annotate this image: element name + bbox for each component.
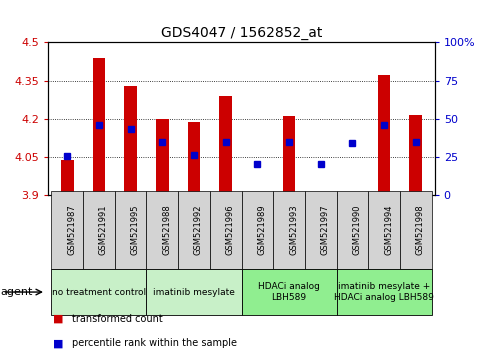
Text: GSM521995: GSM521995 (130, 205, 140, 255)
Text: GSM521993: GSM521993 (289, 205, 298, 256)
Bar (52, 269, 146, 315)
Bar (337, 191, 368, 269)
Text: imatinib mesylate +
HDACi analog LBH589: imatinib mesylate + HDACi analog LBH589 (334, 282, 434, 302)
Bar (273, 191, 305, 269)
Bar (146, 191, 178, 269)
Bar (178, 191, 210, 269)
Text: GSM521987: GSM521987 (67, 205, 76, 256)
Text: transformed count: transformed count (72, 314, 163, 324)
Text: GSM521992: GSM521992 (194, 205, 203, 255)
Bar (210, 191, 242, 269)
Text: GSM521994: GSM521994 (384, 205, 393, 255)
Bar (368, 191, 400, 269)
Text: ■: ■ (53, 314, 64, 324)
Bar (242, 269, 337, 315)
Text: GSM521998: GSM521998 (416, 205, 425, 256)
Bar (146, 269, 242, 315)
Text: GSM521997: GSM521997 (321, 205, 330, 256)
Bar (305, 191, 337, 269)
Text: percentile rank within the sample: percentile rank within the sample (72, 338, 238, 348)
Text: HDACi analog
LBH589: HDACi analog LBH589 (258, 282, 320, 302)
Text: no treatment control: no treatment control (52, 287, 146, 297)
Text: GSM521989: GSM521989 (257, 205, 266, 256)
Bar (93, 58, 105, 195)
Bar (124, 86, 137, 195)
Bar (83, 191, 115, 269)
Text: ■: ■ (53, 338, 64, 348)
Bar (242, 191, 273, 269)
Bar (283, 116, 295, 195)
Bar (188, 122, 200, 195)
Text: GSM521988: GSM521988 (162, 205, 171, 256)
Text: GSM521990: GSM521990 (353, 205, 361, 255)
Bar (251, 193, 264, 195)
Text: agent: agent (0, 287, 32, 297)
Text: imatinib mesylate: imatinib mesylate (153, 287, 235, 297)
Bar (346, 193, 359, 195)
Bar (219, 96, 232, 195)
Bar (400, 191, 431, 269)
Title: GDS4047 / 1562852_at: GDS4047 / 1562852_at (161, 26, 322, 40)
Bar (61, 160, 73, 195)
Bar (337, 269, 431, 315)
Bar (410, 115, 422, 195)
Bar (314, 193, 327, 195)
Bar (52, 191, 83, 269)
Bar (156, 119, 169, 195)
Bar (115, 191, 146, 269)
Bar (378, 75, 390, 195)
Text: GSM521991: GSM521991 (99, 205, 108, 255)
Text: GSM521996: GSM521996 (226, 205, 235, 256)
